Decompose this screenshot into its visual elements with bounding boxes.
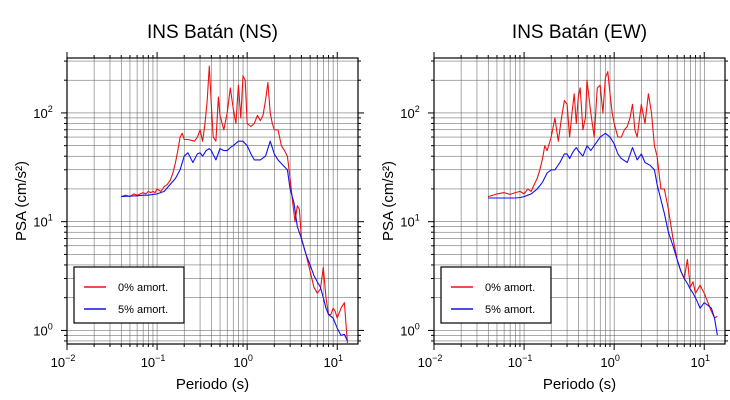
y-tick-label: 102: [400, 104, 419, 121]
legend-label: 5% amort.: [485, 304, 535, 316]
x-tick-label: 10−2: [418, 353, 443, 370]
y-tick-label: 102: [33, 104, 52, 121]
legend-label: 0% amort.: [118, 282, 168, 294]
legend-box: [440, 266, 552, 324]
axis-ticks: [428, 52, 730, 350]
y-tick-label: 101: [33, 213, 52, 230]
plot-frame: [433, 57, 726, 345]
legend-box: [73, 266, 185, 324]
grid: [66, 58, 358, 344]
series-group: [121, 65, 349, 344]
series-line-blue: [488, 132, 718, 336]
series-line-blue: [121, 140, 348, 342]
legend-label: 0% amort.: [485, 282, 535, 294]
x-tick-label: 100: [600, 353, 619, 370]
legend-label: 5% amort.: [118, 304, 168, 316]
chart-title: INS Batán (NS): [147, 22, 278, 43]
y-axis-label: PSA (cm/s²): [13, 161, 30, 241]
x-axis-label: Periodo (s): [543, 376, 616, 393]
plot-frame: [66, 57, 359, 345]
axis-ticks: [61, 52, 364, 350]
y-tick-label: 100: [33, 321, 52, 338]
chart-title: INS Batán (EW): [512, 22, 647, 43]
legend: 0% amort. 5% amort.: [73, 266, 185, 324]
x-tick-label: 100: [233, 353, 252, 370]
series-group: [488, 71, 718, 336]
y-axis-label: PSA (cm/s²): [380, 161, 397, 241]
series-line-red: [121, 65, 349, 344]
chart-panel-2: 10−2 10−1 100 101 100 101 102 INS Batán (EW) Per…: [380, 22, 730, 393]
x-tick-label: 101: [323, 353, 342, 370]
x-tick-label: 10−1: [141, 353, 166, 370]
y-tick-label: 101: [400, 213, 419, 230]
x-tick-label: 10−1: [508, 353, 533, 370]
x-axis-label: Periodo (s): [176, 376, 249, 393]
legend: 0% amort. 5% amort.: [440, 266, 552, 324]
y-tick-label: 100: [400, 321, 419, 338]
chart-panel-1: 10−2 10−1 100 101 100 101 102 INS Batán (NS) Per…: [13, 22, 364, 393]
x-tick-label: 10−2: [51, 353, 76, 370]
x-tick-label: 101: [690, 353, 709, 370]
